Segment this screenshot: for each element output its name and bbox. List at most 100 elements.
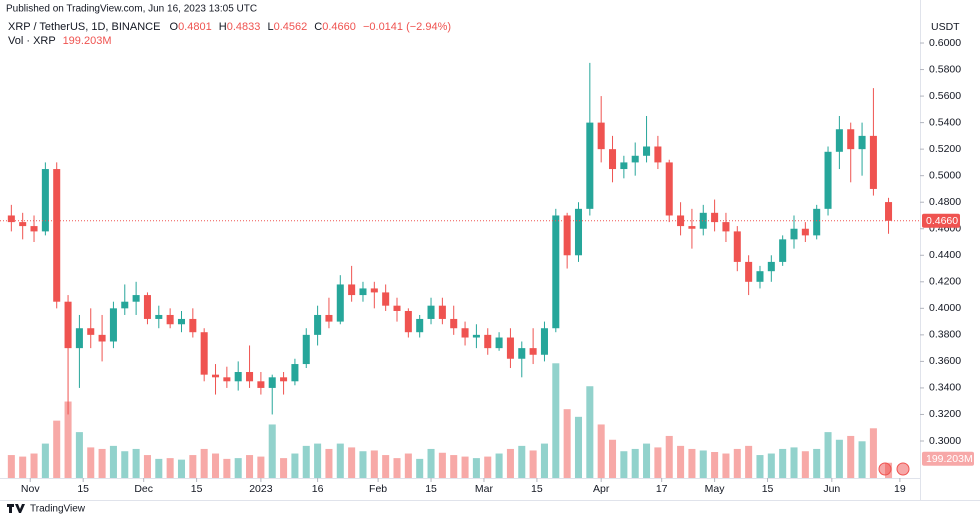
event-icon xyxy=(896,462,910,476)
candle-body xyxy=(64,301,72,349)
candle-body xyxy=(223,377,231,382)
y-tick-label: 0.5000 xyxy=(929,169,961,181)
volume-bar xyxy=(314,443,322,478)
candle-body xyxy=(143,295,151,319)
volume-bar xyxy=(767,453,775,478)
candle-body xyxy=(393,305,401,311)
volume-bar xyxy=(495,453,503,478)
candle-body xyxy=(858,135,866,150)
x-tick-label: Nov xyxy=(21,483,40,495)
candle-body xyxy=(75,328,83,349)
candle-body xyxy=(450,318,458,329)
candle-body xyxy=(302,334,310,365)
x-tick-label: May xyxy=(705,483,726,495)
candle-body xyxy=(177,318,186,325)
candle-body xyxy=(654,146,662,163)
volume-bar xyxy=(416,458,424,478)
volume-bar xyxy=(234,458,242,478)
volume-bar xyxy=(813,448,821,478)
volume-bar xyxy=(268,424,276,478)
volume-label: Vol · XRP xyxy=(8,35,56,47)
candle-body xyxy=(257,381,265,388)
candle-body xyxy=(314,314,322,335)
candle-body xyxy=(280,377,288,382)
x-tick-label: 17 xyxy=(656,483,668,495)
candle-body xyxy=(87,328,95,335)
y-tick-label: 0.5400 xyxy=(929,116,961,128)
volume-bar xyxy=(733,448,741,478)
candle-body xyxy=(19,222,27,227)
candle-body xyxy=(733,231,741,262)
volume-bar xyxy=(212,453,220,478)
volume-bar xyxy=(790,447,798,478)
volume-bar xyxy=(53,420,61,478)
volume-bar xyxy=(280,458,288,478)
volume-bar xyxy=(518,445,526,478)
volume-bar xyxy=(246,455,254,478)
candle-body xyxy=(847,129,855,150)
volume-bar xyxy=(30,453,38,478)
x-tick-label: Dec xyxy=(134,483,153,495)
volume-bar xyxy=(563,409,571,478)
x-tick-label: 2023 xyxy=(249,483,273,495)
low-label: L xyxy=(267,21,273,33)
volume-bar xyxy=(348,447,356,478)
y-tick-label: 0.5800 xyxy=(929,63,961,75)
x-tick-label: Apr xyxy=(593,483,610,495)
x-tick-label: 15 xyxy=(531,483,543,495)
volume-bar xyxy=(484,456,492,478)
last-volume-label: 199.203M xyxy=(926,453,973,465)
candle-body xyxy=(609,149,617,170)
volume-bars xyxy=(7,363,893,478)
open-label: O xyxy=(170,21,179,33)
volume-bar xyxy=(223,458,231,478)
volume-bar xyxy=(325,448,333,478)
candle-body xyxy=(665,162,673,216)
volume-bar xyxy=(438,452,446,478)
x-tick-label: Jun xyxy=(823,483,840,495)
candle-body xyxy=(779,239,787,262)
volume-legend: Vol · XRP 199.203M xyxy=(8,35,112,47)
volume-bar xyxy=(200,448,208,478)
candle-body xyxy=(234,372,242,382)
candle-body xyxy=(121,301,129,309)
y-tick-label: 0.3800 xyxy=(929,329,961,341)
candle-body xyxy=(461,328,469,338)
candle-body xyxy=(246,372,254,382)
change-value: −0.0141 (−2.94%) xyxy=(363,21,451,33)
volume-bar xyxy=(302,445,310,478)
volume-bar xyxy=(19,456,27,478)
volume-bar xyxy=(586,386,594,478)
footer-logo: TradingView xyxy=(7,504,86,515)
y-tick-label: 0.4000 xyxy=(929,302,961,314)
volume-bar xyxy=(835,439,843,478)
volume-bar xyxy=(393,458,401,478)
high-value: 0.4833 xyxy=(227,21,261,33)
volume-bar xyxy=(631,448,639,478)
volume-bar xyxy=(665,435,673,478)
candle-body xyxy=(722,222,730,232)
volume-bar xyxy=(189,455,197,478)
candle-body xyxy=(41,169,49,232)
candle-body xyxy=(132,295,140,302)
volume-bar xyxy=(506,448,514,478)
close-value: 0.4660 xyxy=(322,21,356,33)
candle-body xyxy=(540,328,548,355)
volume-bar xyxy=(869,428,877,478)
candle-body xyxy=(370,288,378,293)
logo xyxy=(7,504,25,513)
volume-bar xyxy=(121,451,129,478)
y-tick-label: 0.5600 xyxy=(929,90,961,102)
low-value: 0.4562 xyxy=(274,21,308,33)
candle-body xyxy=(824,151,832,209)
volume-bar xyxy=(75,432,83,478)
candle-body xyxy=(268,377,276,388)
candle-body xyxy=(325,314,333,322)
y-tick-label: 0.4400 xyxy=(929,249,961,261)
x-tick-label: Feb xyxy=(369,483,387,495)
candle-body xyxy=(790,228,798,240)
volume-bar xyxy=(858,441,866,478)
candle-body xyxy=(563,215,571,256)
volume-bar xyxy=(41,443,49,478)
